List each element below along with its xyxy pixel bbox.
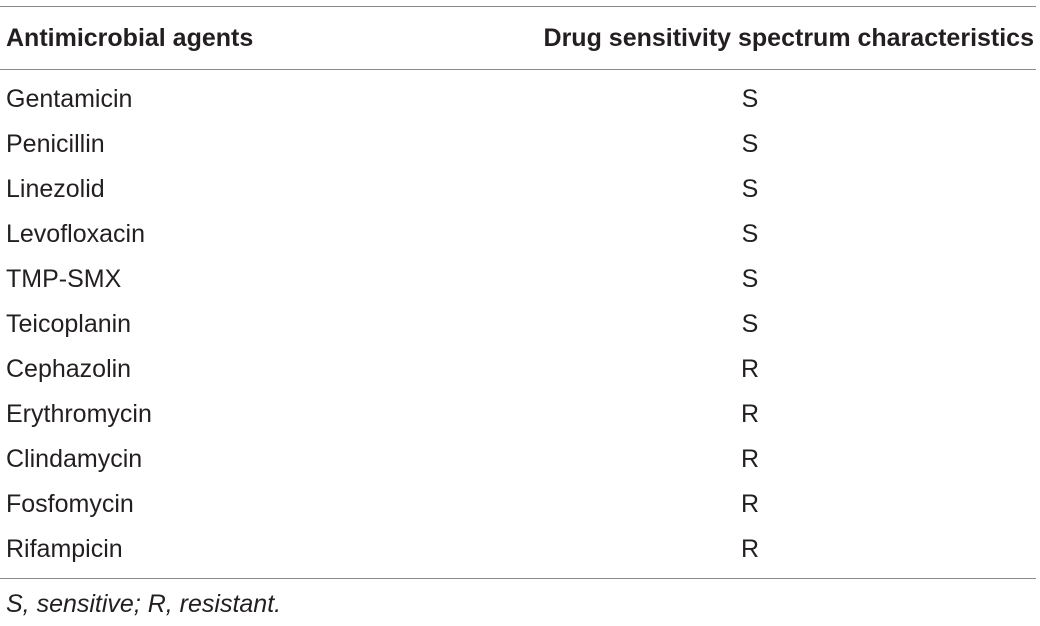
cell-sensitivity: R xyxy=(740,355,760,383)
cell-sensitivity: S xyxy=(741,130,759,158)
cell-sensitivity: R xyxy=(740,535,760,563)
cell-agent-name: Erythromycin xyxy=(6,400,152,428)
bottom-rule xyxy=(0,578,1036,579)
cell-agent-name: Linezolid xyxy=(6,175,105,203)
top-rule xyxy=(0,6,1036,7)
table-row: Cephazolin R xyxy=(0,347,1036,392)
table-row: Gentamicin S xyxy=(0,77,1036,122)
cell-sensitivity: S xyxy=(741,265,759,293)
header-sensitivity-spectrum: Drug sensitivity spectrum characteristic… xyxy=(543,23,1034,52)
cell-sensitivity: S xyxy=(741,310,759,338)
cell-sensitivity: S xyxy=(741,175,759,203)
cell-sensitivity: S xyxy=(741,85,759,113)
table-row: Clindamycin R xyxy=(0,437,1036,482)
header-antimicrobial-agents: Antimicrobial agents xyxy=(6,23,254,52)
table-footnote: S, sensitive; R, resistant. xyxy=(6,590,282,618)
cell-agent-name: Teicoplanin xyxy=(6,310,132,338)
drug-sensitivity-table: Antimicrobial agents Drug sensitivity sp… xyxy=(0,6,1036,579)
table-row: Levofloxacin S xyxy=(0,212,1036,257)
table-row: Penicillin S xyxy=(0,122,1036,167)
cell-sensitivity: S xyxy=(741,220,759,248)
header-rule xyxy=(0,69,1036,70)
table-body: Gentamicin S Penicillin S Linezolid S Levoflox… xyxy=(0,70,1036,578)
cell-agent-name: Penicillin xyxy=(6,130,105,158)
table-row: Teicoplanin S xyxy=(0,302,1036,347)
table-row: Linezolid S xyxy=(0,167,1036,212)
cell-agent-name: TMP-SMX xyxy=(6,265,122,293)
cell-agent-name: Rifampicin xyxy=(6,535,123,563)
cell-agent-name: Gentamicin xyxy=(6,85,133,113)
table-header-row: Antimicrobial agents Drug sensitivity sp… xyxy=(0,7,1036,69)
cell-agent-name: Clindamycin xyxy=(6,445,143,473)
cell-agent-name: Levofloxacin xyxy=(6,220,145,248)
table-row: Fosfomycin R xyxy=(0,482,1036,527)
cell-sensitivity: R xyxy=(740,400,760,428)
table-row: Erythromycin R xyxy=(0,392,1036,437)
cell-agent-name: Cephazolin xyxy=(6,355,132,383)
table-row: Rifampicin R xyxy=(0,527,1036,572)
cell-sensitivity: R xyxy=(740,490,760,518)
table-row: TMP-SMX S xyxy=(0,257,1036,302)
cell-sensitivity: R xyxy=(740,445,760,473)
cell-agent-name: Fosfomycin xyxy=(6,490,134,518)
